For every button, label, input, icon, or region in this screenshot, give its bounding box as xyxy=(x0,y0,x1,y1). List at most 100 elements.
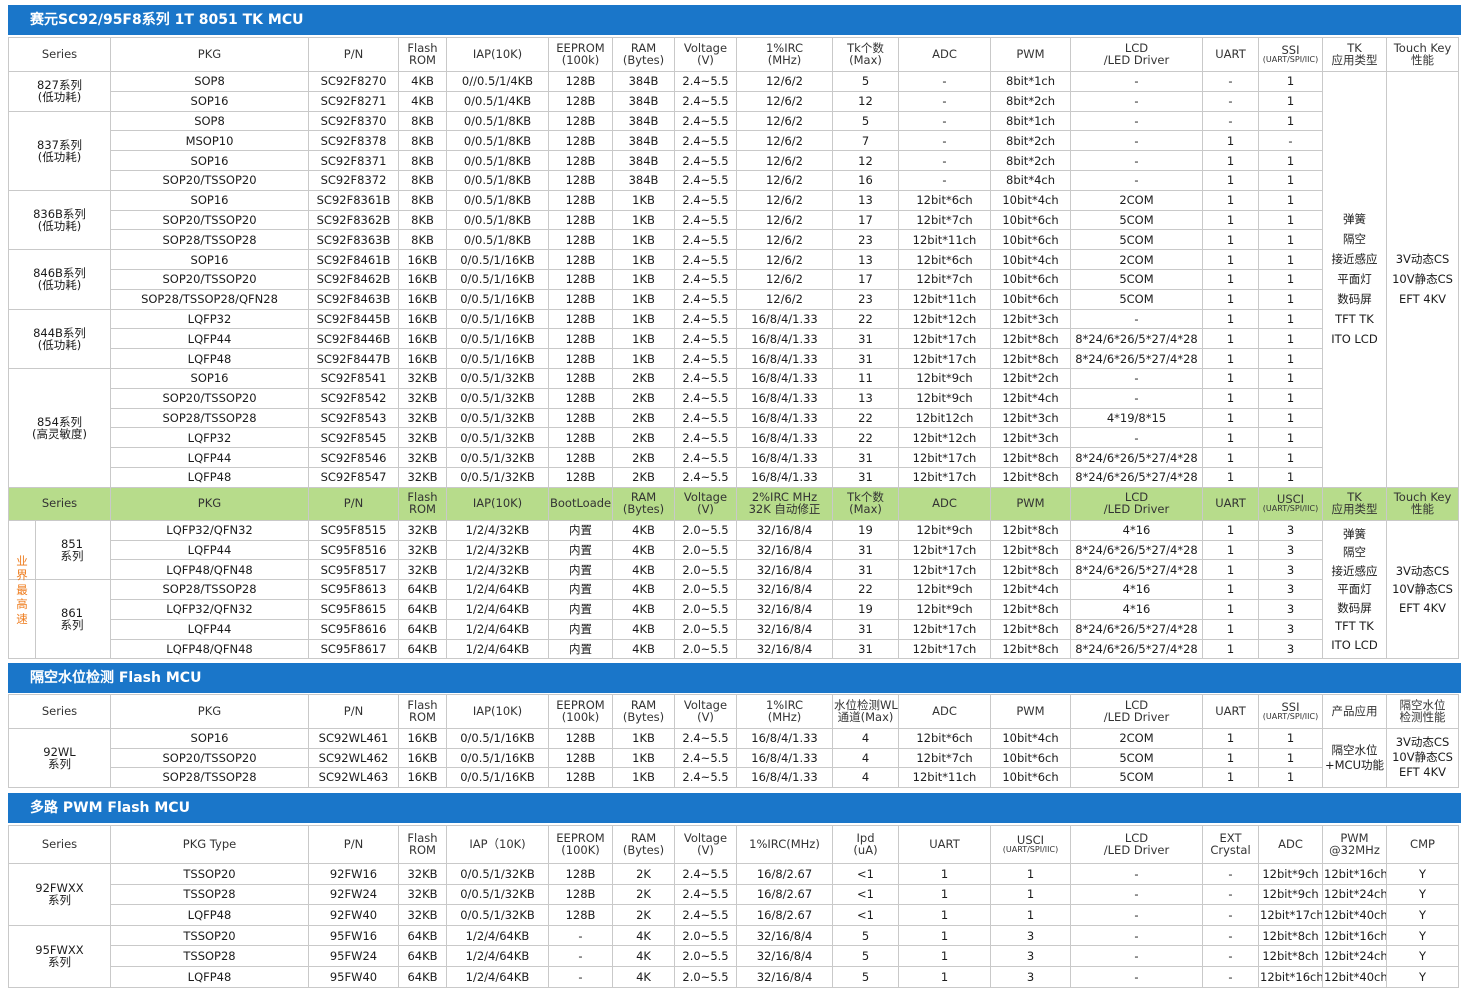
table-cell: 22 xyxy=(832,579,899,600)
cell-text: 10V静态CS xyxy=(1392,750,1453,765)
header-cell-line: RAM xyxy=(630,698,657,712)
header-cell: EXT Crystal xyxy=(1202,825,1259,864)
cell-text: 1 xyxy=(1026,866,1035,881)
table-cell: 12bit*8ch xyxy=(990,466,1071,488)
header-cell: P/N xyxy=(308,37,399,72)
table-cell: 2.0~5.5 xyxy=(674,945,737,967)
table-cell: 384B xyxy=(612,110,675,132)
cell-text: 12/6/2 xyxy=(765,193,803,208)
cell-text: 92FW40 xyxy=(329,907,378,922)
table-cell: 8bit*4ch xyxy=(990,169,1071,191)
cell-text: TFT TK xyxy=(1335,619,1374,634)
cell-text: 2.4~5.5 xyxy=(682,193,729,208)
table-cell: 12bit*2ch xyxy=(990,367,1071,389)
cell-text: 1KB xyxy=(632,292,655,307)
cell-text: 12/6/2 xyxy=(765,74,803,89)
table-cell: 128B xyxy=(548,71,613,92)
table-cell: 12/6/2 xyxy=(736,90,833,112)
table-cell: - xyxy=(548,945,613,967)
header-cell: PWM @32MHz xyxy=(1322,825,1387,864)
cell-text: 系列 xyxy=(48,893,71,908)
cell-text: LQFP48 xyxy=(187,351,232,366)
table-cell: 13 xyxy=(832,189,899,211)
table-row: 827系列 (低功耗) SOP8 SC92F8270 4KB 0//0.5/1/4KB 12… xyxy=(8,71,1459,488)
table-cell: LQFP44 xyxy=(110,618,309,640)
cell-text: 12bit*40ch xyxy=(1324,907,1387,922)
header-cell-line: 2%IRC MHz xyxy=(751,490,818,505)
series-name: 836B系列 (低功耗) xyxy=(8,189,111,251)
table-cell: SC95F8617 xyxy=(308,638,399,660)
table-cell: 1/2/4/64KB xyxy=(446,945,549,967)
table-cell: 12bit*17ch xyxy=(1258,904,1323,926)
cell-text: 5COM xyxy=(1119,292,1154,307)
cell-text: P/N xyxy=(343,836,364,851)
table-cell: 1KB xyxy=(612,189,675,211)
table-row: LQFP48 92FW40 32KB 0/0.5/1/32KB 128B 2K 2.4~5.… xyxy=(9,904,1459,926)
cell-text: 4KB xyxy=(411,94,434,109)
table-cell: 12/6/2 xyxy=(736,268,833,290)
cell-text: 8KB xyxy=(411,173,434,188)
table-cell: 1 xyxy=(1258,747,1323,769)
header-cell: P/N xyxy=(308,486,399,521)
table-cell: 5COM xyxy=(1070,747,1203,769)
table-cell: SC92WL463 xyxy=(308,767,399,788)
table-cell: 2.4~5.5 xyxy=(674,728,737,749)
cell-text: 31 xyxy=(858,331,873,346)
cell-text: 1 xyxy=(1226,232,1235,247)
cell-text: 0/0.5/1/8KB xyxy=(463,173,532,188)
table-cell: 1 xyxy=(1258,229,1323,251)
cell-text: - xyxy=(1134,133,1139,148)
cell-text: 10bit*6ch xyxy=(1002,272,1059,287)
table-cell: 1 xyxy=(1202,288,1259,310)
table-cell: 128B xyxy=(548,883,613,906)
table-cell: 8KB xyxy=(398,209,447,231)
table-cell: 32KB xyxy=(398,883,447,906)
table-cell: 0/0.5/1/4KB xyxy=(446,90,549,112)
table-cell: Y xyxy=(1386,883,1459,906)
header-cell-line: EXT xyxy=(1219,831,1242,845)
table-cell: 1 xyxy=(1258,466,1323,488)
table-cell: 12bit*17ch xyxy=(898,348,991,369)
cell-text: SC92F8541 xyxy=(320,371,387,386)
cell-text: 12bit*7ch xyxy=(916,272,973,287)
table-cell: 8bit*2ch xyxy=(990,90,1071,112)
cell-text: 95FWXX xyxy=(35,943,84,958)
table-cell: 4 xyxy=(832,747,899,769)
header-cell: IAP(10K) xyxy=(446,37,549,72)
cell-text: 19 xyxy=(858,602,873,617)
table-cell: 4KB xyxy=(612,539,675,561)
cell-text: 12bit*16ch xyxy=(1324,928,1387,943)
cell-text: 22 xyxy=(858,410,873,425)
cell-text: 12bit*40ch xyxy=(1324,969,1387,984)
cell-text: 10bit*6ch xyxy=(1002,292,1059,307)
cell-text: 8*24/6*26/5*27/4*28 xyxy=(1075,542,1198,557)
cell-text: 92WL xyxy=(43,744,76,759)
table-cell: 2.4~5.5 xyxy=(674,767,737,788)
header-cell-line: Ipd xyxy=(856,831,875,845)
table-cell: 12bit*9ch xyxy=(898,519,991,541)
cell-text: 32/16/8/4 xyxy=(756,928,813,943)
table-cell: 2KB xyxy=(612,447,675,468)
cell-text: 12bit*9ch xyxy=(916,602,973,617)
cell-text: SC92F8372 xyxy=(320,173,387,188)
header-cell-line: PWM xyxy=(1340,831,1369,845)
table-cell: - xyxy=(548,924,613,947)
cell-text: 32/16/8/4 xyxy=(756,969,813,984)
cell-text: 128B xyxy=(565,193,596,208)
header-cell-line: ROM xyxy=(409,709,436,724)
cell-text: 2KB xyxy=(632,371,655,386)
table-cell: SC92F8271 xyxy=(308,90,399,112)
cell-text: 1 xyxy=(1286,311,1295,326)
table-cell: 12bit*17ch xyxy=(898,328,991,350)
table-cell: 1 xyxy=(1202,150,1259,171)
cell-text: - xyxy=(1134,113,1139,128)
cell-text: 128B xyxy=(565,74,596,89)
table-cell: 64KB xyxy=(398,965,447,988)
cell-text: LQFP48 xyxy=(187,470,232,485)
table-cell: SOP28/TSSOP28 xyxy=(110,407,309,429)
table-cell: LQFP48/QFN48 xyxy=(110,559,309,581)
table-cell: 8bit*2ch xyxy=(990,150,1071,171)
cell-text: 12bit*6ch xyxy=(916,731,973,746)
cell-text: SC92F8545 xyxy=(320,430,387,445)
table-cell: 1 xyxy=(898,904,991,926)
